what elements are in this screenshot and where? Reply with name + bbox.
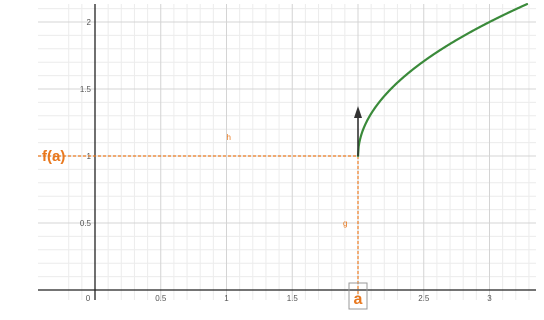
x-tick-label: 3 [487,294,492,303]
y-tick-label: 0.5 [80,219,92,228]
g-label: g [343,219,347,228]
vertical-arrow-head [354,106,362,118]
x-tick-label: 2.5 [418,294,430,303]
axes [38,4,536,300]
y-tick-label: 1.5 [80,85,92,94]
a-label: a [354,291,363,308]
a-label-box [348,282,368,310]
arrow-layer [354,106,362,156]
fa-label: f(a) [42,148,65,165]
annotation-labels: f(a) h g a [42,133,368,310]
grid-minor [38,4,536,300]
x-tick-label: 1 [224,294,229,303]
x-tick-label: 0 [86,294,91,303]
x-tick-label: 1.5 [287,294,299,303]
h-label: h [227,133,231,142]
guide-lines [38,155,359,295]
x-tick-labels: 0 0.5 1 1.5 2.5 3 [86,294,493,303]
x-tick-label: 0.5 [155,294,167,303]
curve-layer [356,2,529,158]
function-curve [356,2,529,158]
y-tick-label: 2 [87,18,92,27]
